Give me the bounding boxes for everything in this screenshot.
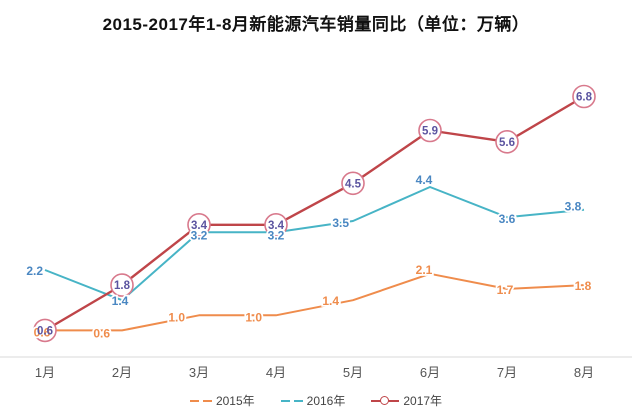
data-label-2015年: 1.8 (575, 279, 592, 293)
data-label-2015年: 1.4 (322, 294, 339, 308)
x-axis-tick-label: 8月 (574, 365, 594, 380)
legend-line-circle-mark-2017 (371, 395, 400, 406)
data-label-2015年: 1.0 (245, 310, 262, 324)
data-label-2016年: 2.2 (26, 264, 43, 278)
data-label-2017年: 3.4 (268, 220, 285, 232)
data-label-2015年: 1.0 (168, 310, 185, 324)
data-label-2016年: 4.4 (416, 173, 433, 187)
x-axis-tick-label: 5月 (343, 365, 363, 380)
data-label-2016年: 3.6 (499, 212, 516, 226)
legend-dash-mark-2016 (280, 399, 303, 402)
legend-item-2015[interactable]: 2015年 (189, 392, 255, 409)
legend-label-2016: 2016年 (306, 394, 346, 408)
chart-title: 2015-2017年1-8月新能源汽车销量同比（单位：万辆） (102, 15, 530, 34)
data-label-2017年: 5.6 (499, 137, 515, 149)
legend-item-2016[interactable]: 2016年 (280, 392, 346, 409)
data-label-2016年: 3.2 (191, 228, 208, 242)
x-axis-tick-label: 3月 (189, 365, 209, 380)
data-label-2017年: 1.8 (114, 280, 131, 292)
data-label-2017年: 6.8 (576, 92, 593, 104)
x-axis-tick-label: 7月 (497, 365, 517, 380)
data-point-marker-2017年[interactable] (110, 273, 134, 297)
data-label-2015年: 2.1 (416, 263, 433, 277)
legend-label-2017: 2017年 (403, 394, 443, 408)
data-label-2016年: 3.8 (565, 200, 582, 214)
data-label-2016年: 1.4 (112, 294, 129, 308)
data-label-2017年: 0.6 (37, 325, 53, 337)
data-point-marker-2017年[interactable] (341, 171, 365, 196)
series-line-2016年[interactable] (44, 186, 585, 302)
x-axis-tick-label: 6月 (420, 365, 440, 380)
legend-label-2015: 2015年 (215, 394, 255, 408)
series-line-2017年[interactable] (44, 95, 585, 332)
data-label-2017年: 5.9 (422, 126, 438, 138)
x-axis-tick-label: 1月 (35, 365, 55, 380)
legend-item-2017[interactable]: 2017年 (371, 392, 442, 409)
data-label-2015年: 1.7 (497, 283, 514, 297)
data-label-2016年: 3.5 (332, 216, 349, 230)
data-label-2017年: 4.5 (345, 178, 362, 190)
data-point-marker-2017年[interactable] (495, 130, 519, 154)
series-line-2015年[interactable] (45, 272, 585, 332)
data-point-marker-2017年[interactable] (572, 84, 596, 109)
x-axis-tick-label: 4月 (266, 365, 286, 380)
data-point-marker-2017年[interactable] (418, 118, 442, 143)
chart-legend: 2015年 2016年 2017年 (0, 392, 632, 409)
legend-dash-mark-2015 (189, 399, 212, 402)
data-point-marker-2017年[interactable] (264, 213, 288, 237)
data-point-marker-2017年[interactable] (187, 213, 211, 237)
data-label-2017年: 3.4 (191, 220, 208, 232)
data-point-marker-2017年[interactable] (33, 318, 57, 343)
data-label-2015年: 0.6 (34, 325, 51, 339)
data-label-2016年: 3.2 (268, 228, 285, 242)
data-label-2015年: 0.6 (93, 326, 110, 340)
x-axis-tick-label: 2月 (112, 365, 132, 380)
